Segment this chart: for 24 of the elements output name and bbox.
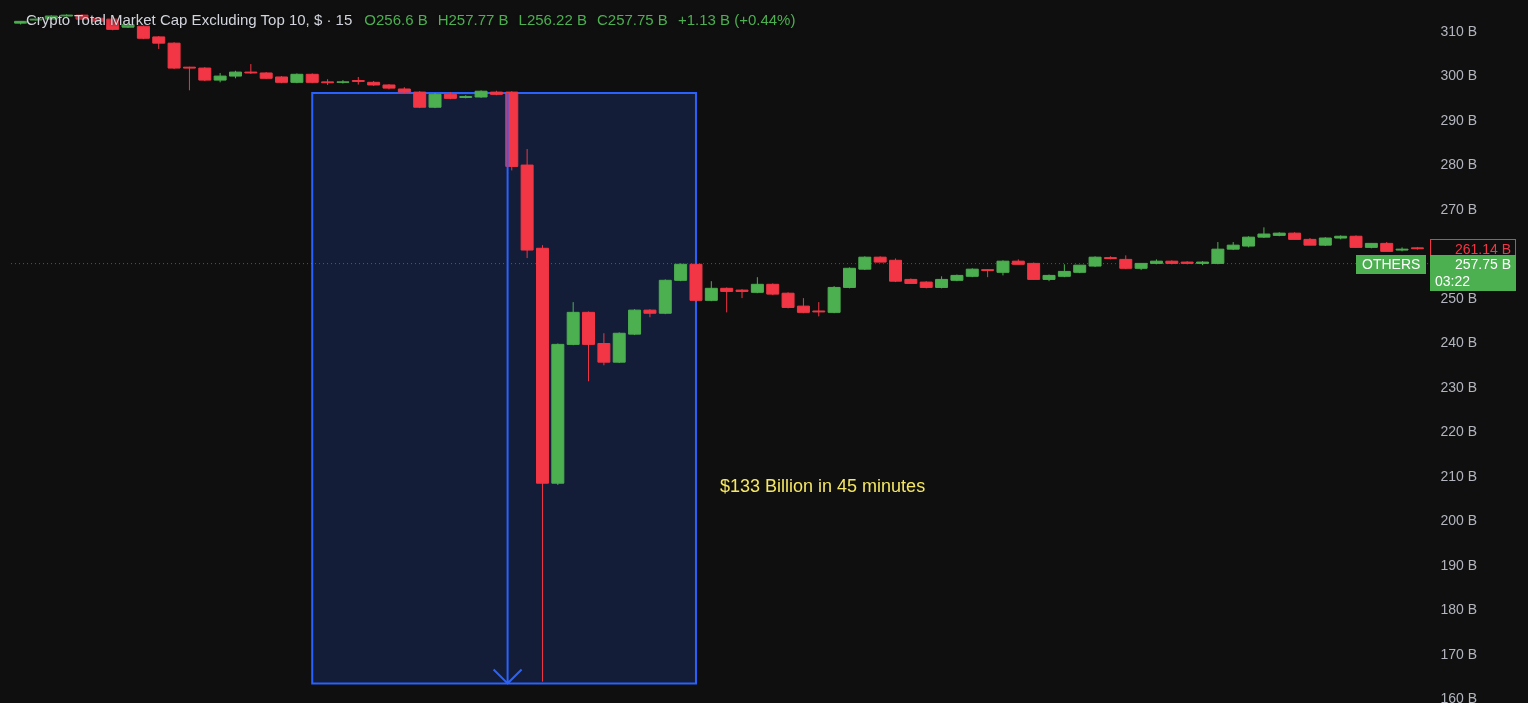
annotation: $133 Billion in 45 minutes (720, 476, 926, 497)
y-tick-label: 190 B (1440, 556, 1478, 573)
y-tick-label: 220 B (1440, 423, 1478, 440)
text: 261.14 B (1430, 238, 1516, 260)
y-tick-label: 180 B (1440, 601, 1478, 618)
text: 03:22 (1435, 272, 1472, 290)
y-tick-label: 300 B (1440, 67, 1478, 84)
y-tick-label: 210 B (1440, 467, 1478, 484)
y-tick-label: 290 B (1440, 111, 1478, 128)
y-tick-label: 230 B (1440, 378, 1478, 395)
y-tick-label: 250 B (1440, 289, 1478, 306)
y-tick-label: 240 B (1440, 334, 1478, 351)
y-tick-label: 310 B (1440, 22, 1478, 39)
annotation: +1.13 B (+0.44%) (677, 11, 796, 28)
y-tick-label: 280 B (1440, 156, 1478, 173)
y-tick-label: 270 B (1440, 200, 1478, 217)
annotation: O256.6 B (364, 11, 428, 28)
y-tick-label: 200 B (1440, 512, 1478, 529)
annotation: C257.75 B (596, 11, 668, 28)
ref-line-label: OTHERS (1356, 254, 1427, 274)
annotation: H257.77 B (437, 11, 509, 28)
y-tick-label: 170 B (1440, 645, 1478, 662)
annotation: L256.22 B (518, 11, 587, 28)
y-tick-label: 160 B (1440, 690, 1478, 703)
